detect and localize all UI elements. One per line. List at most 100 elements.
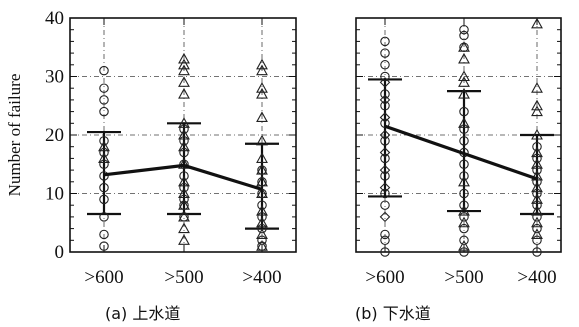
data-point-circle (380, 71, 390, 82)
data-point-triangle (531, 216, 543, 228)
y-tick-label: 10 (45, 184, 64, 205)
y-tick-label: 30 (45, 67, 64, 88)
data-point-triangle (178, 140, 190, 152)
x-tick-label: >600 (84, 267, 123, 288)
panel-a-water-supply: 0 10 20 30 40 Number of failure >600 >500 >400 (a… (5, 8, 297, 323)
data-point-circle (257, 223, 267, 234)
data-point-triangle (256, 82, 268, 93)
data-point-circle (99, 95, 109, 105)
data-point-triangle (178, 175, 190, 187)
data-point-triangle (531, 17, 543, 29)
data-point-circle (179, 171, 189, 181)
data-point-triangle (458, 240, 470, 251)
data-point-circle (380, 188, 390, 199)
data-point-circle (459, 247, 469, 257)
data-point-circle (459, 171, 469, 181)
data-point-diamond (379, 112, 391, 123)
data-point-triangle (178, 210, 190, 222)
data-point-triangle (458, 41, 470, 52)
panel-b-sewer: >600 >500 >400 (b) 下水道 (355, 17, 562, 323)
data-point-triangle (458, 70, 470, 82)
data-point-diamond (379, 182, 391, 193)
data-point-triangle (256, 64, 268, 76)
data-point-circle (380, 200, 390, 210)
data-point-triangle (178, 76, 190, 87)
data-point-triangle (178, 199, 190, 210)
data-point-circle (532, 235, 542, 246)
data-point-circle (459, 235, 469, 246)
x-tick-label: >600 (365, 267, 404, 288)
data-point-triangle (531, 228, 543, 239)
y-tick-label: 40 (45, 8, 64, 29)
x-tick-label: >400 (517, 267, 556, 288)
data-point-triangle (98, 152, 110, 163)
data-point-triangle (178, 87, 190, 99)
data-point-circle (532, 247, 542, 257)
data-point-triangle (178, 187, 190, 199)
data-point-circle (179, 124, 189, 134)
data-point-circle (99, 147, 109, 158)
data-point-circle (459, 223, 469, 234)
data-point-circle (99, 212, 109, 222)
data-point-triangle (531, 193, 543, 204)
data-point-triangle (178, 222, 190, 234)
data-point-circle (380, 89, 390, 99)
data-point-circle (459, 159, 469, 170)
data-point-circle (99, 182, 109, 193)
data-point-circle (459, 188, 469, 199)
data-point-circle (380, 153, 390, 164)
data-point-triangle (256, 152, 268, 163)
data-point-triangle (256, 175, 268, 187)
data-point-circle (532, 212, 542, 222)
x-tick-label: >400 (242, 267, 281, 288)
panel-caption: (b) 下水道 (355, 304, 431, 323)
data-point-circle (99, 171, 109, 181)
data-point-circle (532, 165, 542, 175)
data-point-triangle (531, 99, 543, 111)
data-point-circle (257, 200, 267, 210)
data-point-circle (99, 229, 109, 240)
data-point-triangle (178, 128, 190, 140)
data-point-triangle (458, 52, 470, 64)
data-point-diamond (379, 211, 391, 223)
data-point-diamond (379, 94, 391, 106)
data-point-triangle (458, 117, 470, 128)
data-point-triangle (256, 111, 268, 122)
data-point-triangle (531, 169, 543, 181)
data-point-triangle (256, 163, 268, 175)
data-point-circle (459, 136, 469, 146)
data-point-circle (179, 147, 189, 158)
data-point-triangle (531, 158, 543, 169)
data-point-circle (179, 136, 189, 146)
data-point-triangle (178, 117, 190, 128)
data-point-circle (99, 83, 109, 93)
data-point-circle (532, 141, 542, 152)
data-point-triangle (531, 105, 543, 117)
data-point-triangle (256, 134, 268, 146)
data-point-circle (532, 153, 542, 164)
data-point-circle (257, 235, 267, 246)
x-tick-label: >500 (444, 267, 483, 288)
data-point-circle (459, 124, 469, 134)
trend-line (384, 124, 538, 181)
data-point-triangle (256, 187, 268, 199)
data-point-triangle (256, 216, 268, 228)
data-point-diamond (379, 164, 391, 176)
data-point-triangle (178, 158, 190, 169)
y-tick-label: 20 (45, 125, 64, 146)
data-point-circle (459, 24, 469, 35)
data-point-triangle (178, 64, 190, 76)
data-point-circle (380, 229, 390, 240)
data-point-circle (179, 182, 189, 193)
data-point-circle (380, 36, 390, 47)
data-point-triangle (458, 204, 470, 216)
data-point-circle (380, 235, 390, 246)
data-point-circle (380, 101, 390, 111)
data-point-triangle (256, 204, 268, 216)
data-point-circle (380, 171, 390, 181)
data-point-circle (380, 247, 390, 257)
data-point-circle (99, 194, 109, 205)
data-point-circle (99, 65, 109, 76)
data-point-circle (380, 136, 390, 146)
